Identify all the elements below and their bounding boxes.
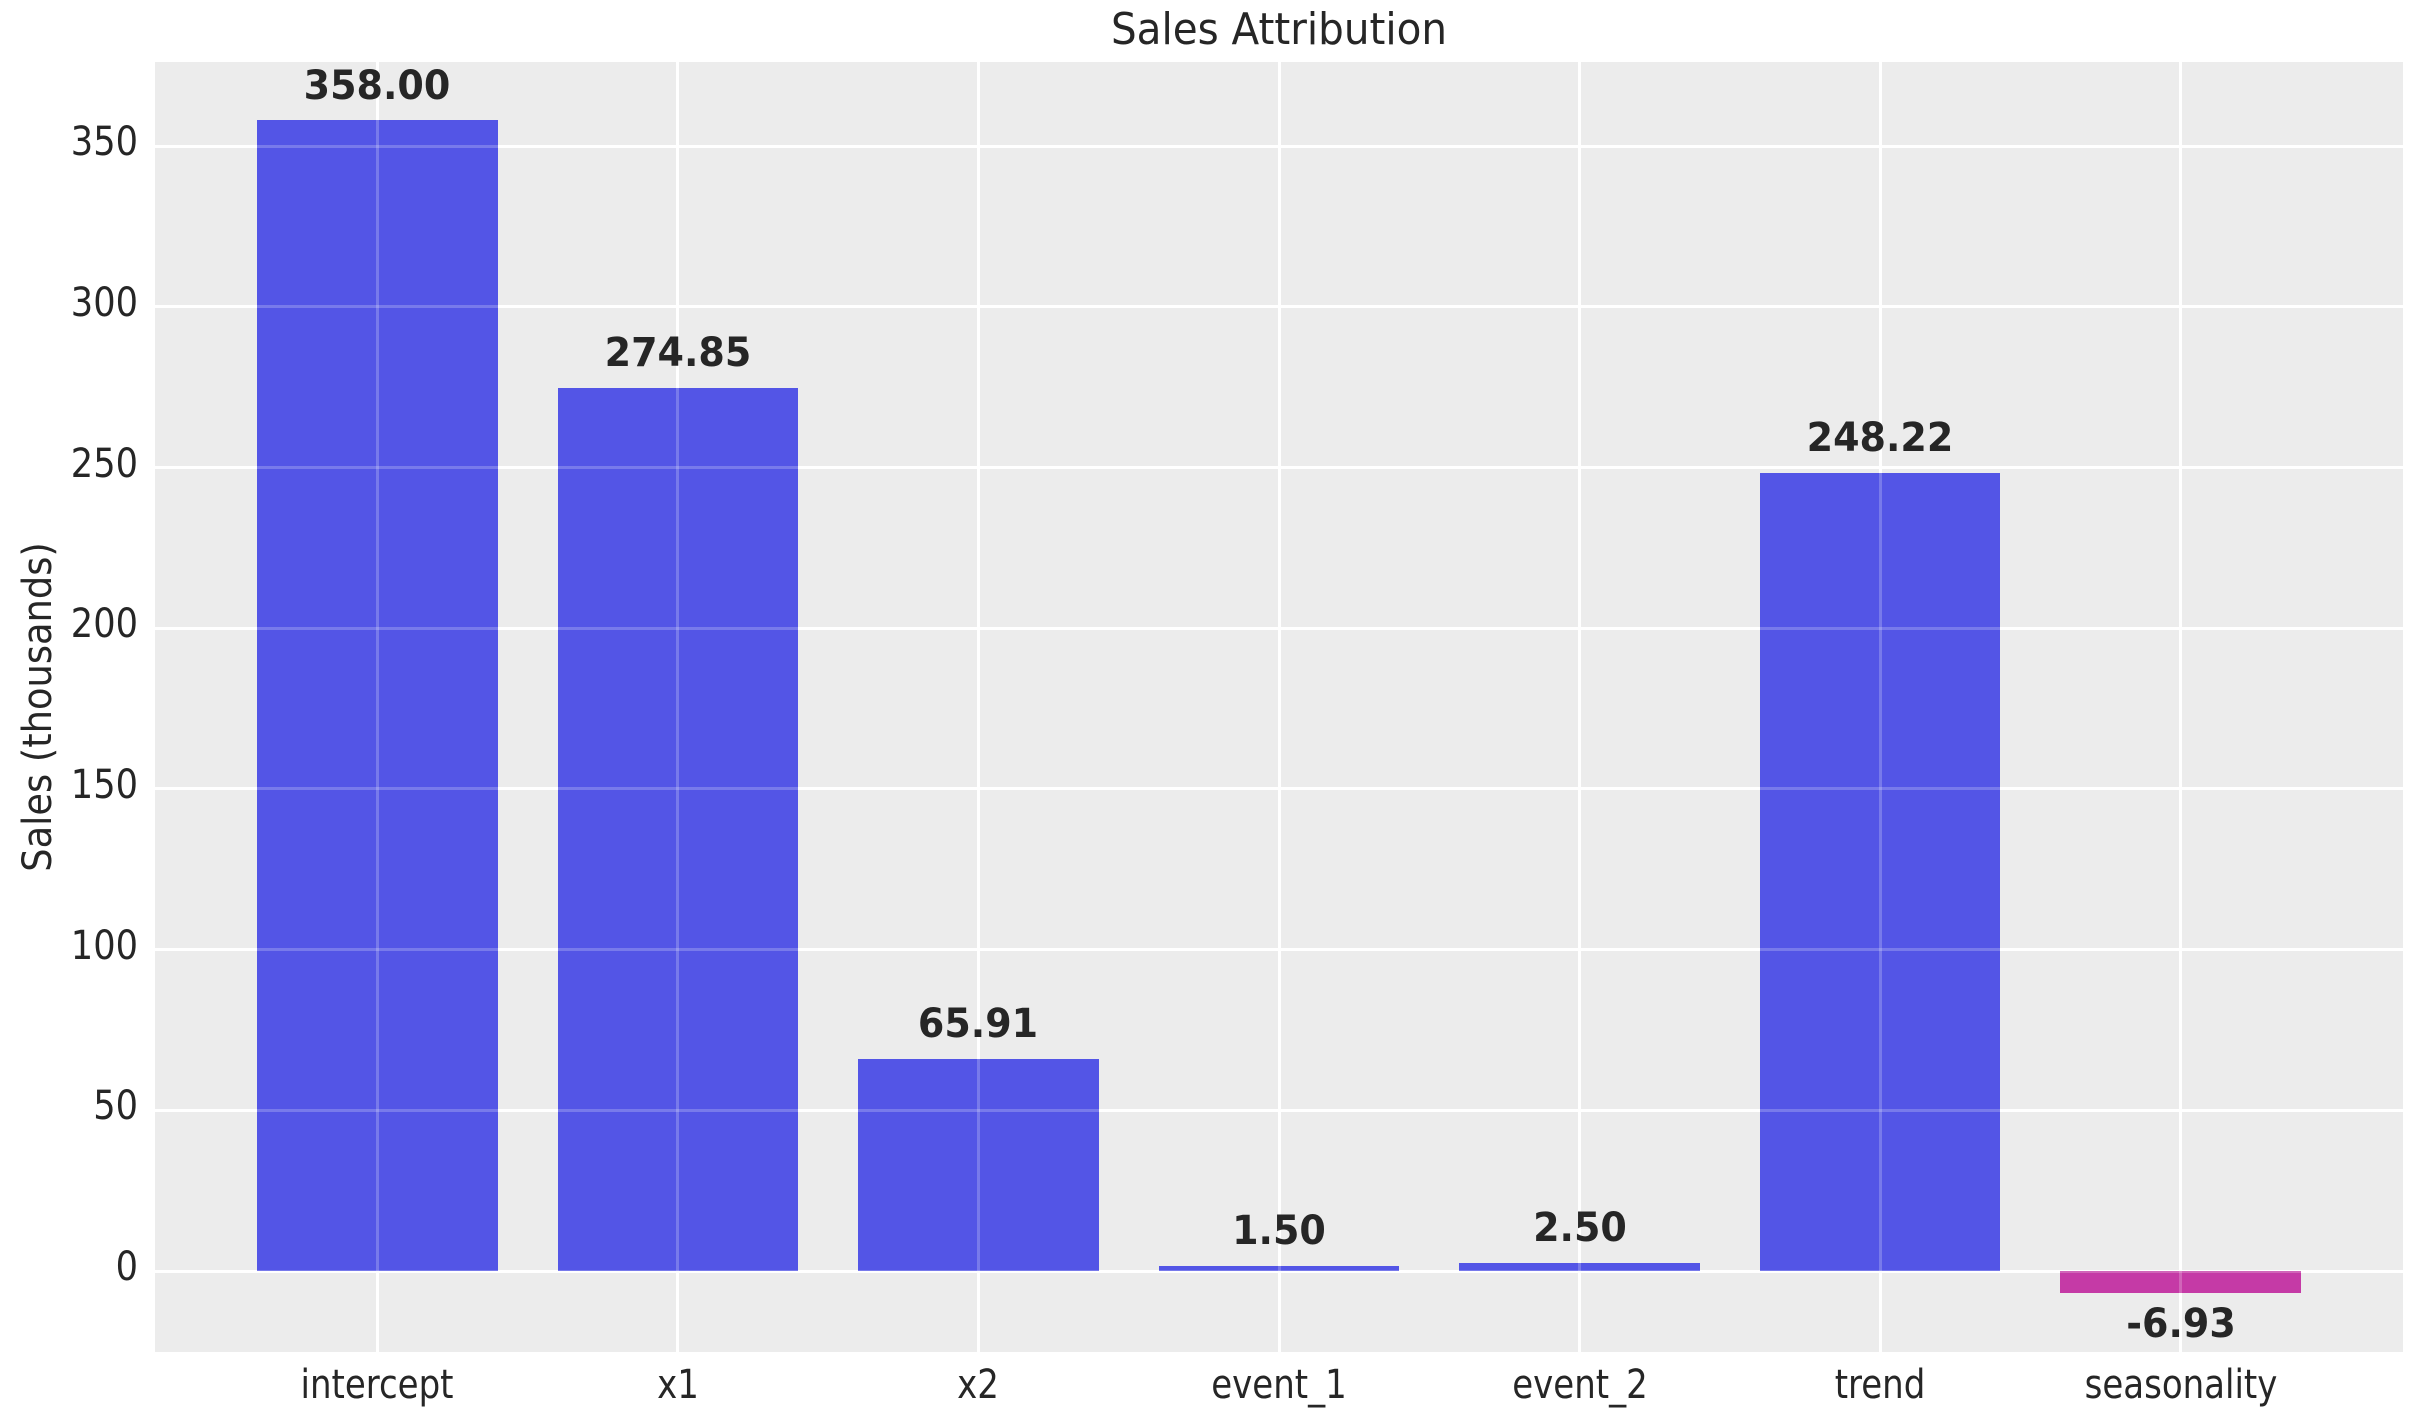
bars-layer bbox=[155, 62, 2403, 1352]
gridline-vertical-overlay bbox=[1277, 62, 1281, 1352]
y-tick-label: 0 bbox=[115, 1244, 138, 1290]
x-tick-label: x1 bbox=[657, 1362, 699, 1408]
gridline-horizontal-overlay bbox=[155, 466, 2403, 470]
gridline-vertical-overlay bbox=[676, 62, 680, 1352]
gridlines-overlay bbox=[155, 62, 2403, 1352]
bar-seasonality bbox=[2060, 1271, 2301, 1294]
y-tick-label: 250 bbox=[70, 440, 138, 487]
x-tick-label: trend bbox=[1834, 1362, 1926, 1408]
bar-value-label: 274.85 bbox=[604, 329, 752, 376]
bar-value-label: 358.00 bbox=[304, 62, 451, 109]
gridline-vertical-overlay bbox=[375, 62, 379, 1352]
gridline-vertical-overlay bbox=[1578, 62, 1582, 1352]
bar-trend bbox=[1759, 473, 2001, 1271]
y-tick-label: 350 bbox=[70, 119, 138, 166]
gridline-vertical bbox=[1578, 62, 1582, 1352]
gridline-vertical bbox=[2179, 62, 2183, 1352]
gridline-vertical bbox=[1277, 62, 1281, 1352]
y-tick-label: 50 bbox=[93, 1083, 138, 1130]
gridline-horizontal-overlay bbox=[155, 787, 2403, 791]
bar-x2 bbox=[858, 1059, 1099, 1271]
bar-value-label: 2.50 bbox=[1532, 1204, 1627, 1251]
gridline-vertical-overlay bbox=[976, 62, 980, 1352]
bar-value-label: 248.22 bbox=[1806, 415, 1954, 462]
bar-value-label: 65.91 bbox=[918, 1001, 1039, 1048]
plot-area: 358.00 274.85 65.91 1.50 2.50 248.22 -6.93 bbox=[155, 62, 2403, 1352]
gridline-horizontal-overlay bbox=[155, 1269, 2403, 1273]
gridline-vertical bbox=[976, 62, 980, 1352]
gridline-horizontal-overlay bbox=[155, 1108, 2403, 1112]
bar-value-labels-layer: 358.00 274.85 65.91 1.50 2.50 248.22 -6.93 bbox=[155, 62, 2403, 1352]
bar-value-label: 1.50 bbox=[1232, 1208, 1326, 1255]
chart-title: Sales Attribution bbox=[1110, 4, 1448, 55]
bar-event_2 bbox=[1459, 1262, 1700, 1271]
y-tick-label: 150 bbox=[70, 761, 138, 808]
y-axis-label: Sales (thousands) bbox=[15, 542, 61, 872]
x-tick-label: event_1 bbox=[1211, 1362, 1347, 1408]
gridline-horizontal-overlay bbox=[155, 305, 2403, 309]
y-tick-label: 100 bbox=[70, 922, 138, 969]
gridline-horizontal-overlay bbox=[155, 626, 2403, 630]
x-tick-label: x2 bbox=[957, 1362, 1000, 1408]
bar-event_1 bbox=[1158, 1266, 1400, 1271]
x-tick-label: seasonality bbox=[2084, 1362, 2277, 1408]
x-tick-label: event_2 bbox=[1511, 1362, 1648, 1408]
bar-intercept bbox=[257, 120, 498, 1271]
x-tick-label: intercept bbox=[300, 1362, 454, 1408]
y-tick-label: 200 bbox=[70, 601, 138, 648]
gridline-vertical-overlay bbox=[2179, 62, 2183, 1352]
y-tick-label: 300 bbox=[70, 279, 138, 326]
gridline-horizontal-overlay bbox=[155, 948, 2403, 952]
bar-value-label: -6.93 bbox=[2125, 1301, 2236, 1348]
gridline-vertical-overlay bbox=[1878, 62, 1882, 1352]
gridline-horizontal-overlay bbox=[155, 144, 2403, 148]
bar-x1 bbox=[557, 387, 799, 1271]
